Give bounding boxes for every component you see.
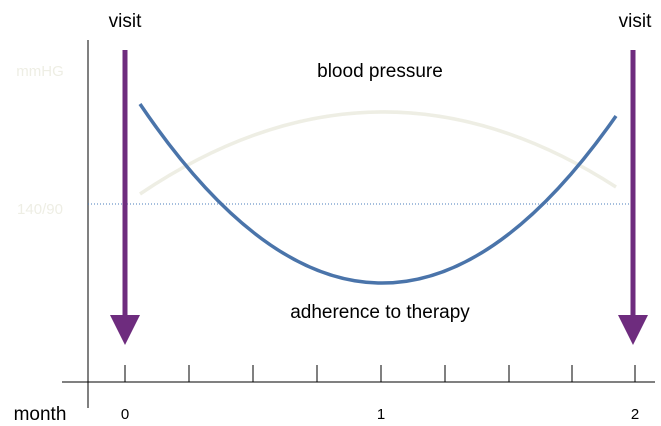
tick-label: 2	[631, 406, 639, 423]
curve-label: adherence to therapy	[290, 302, 470, 323]
adherence-curve	[138, 103, 618, 285]
bp-curve	[139, 110, 617, 196]
visit-label: visit	[619, 11, 652, 32]
ticks	[124, 365, 636, 382]
unit-label: mmHG	[16, 63, 64, 80]
visit-label: visit	[109, 11, 142, 32]
curve-label: blood pressure	[317, 61, 443, 82]
tick-label: 0	[121, 406, 129, 423]
threshold-label: 140/90	[17, 201, 63, 218]
tick-label: 1	[377, 406, 385, 423]
axis-label: month	[14, 404, 67, 425]
